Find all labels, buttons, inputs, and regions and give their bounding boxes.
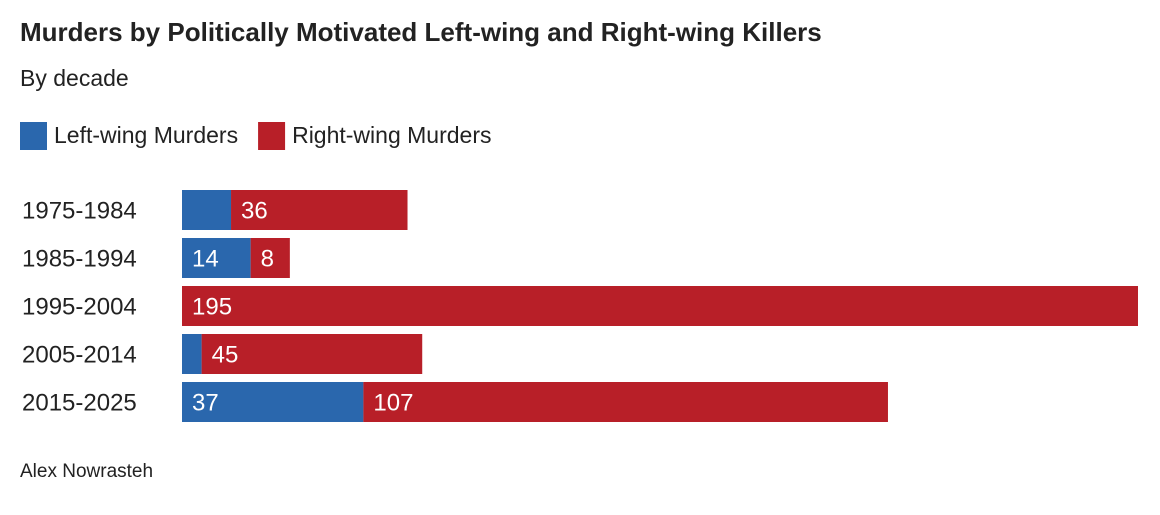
value-label: 195	[192, 293, 232, 320]
chart-subtitle: By decade	[20, 65, 129, 91]
legend-label: Left-wing Murders	[54, 122, 238, 148]
category-label: 2015-2025	[22, 389, 137, 416]
bar-segment	[363, 382, 888, 422]
legend-swatch	[258, 122, 286, 150]
bar-segment	[182, 382, 364, 422]
bar-segment	[201, 334, 423, 374]
legend-swatch	[20, 122, 47, 150]
bar-segment	[182, 286, 1138, 326]
value-label: 107	[373, 389, 413, 416]
category-label: 1995-2004	[22, 293, 137, 320]
bar-segment	[182, 334, 202, 374]
value-label: 8	[261, 245, 274, 272]
bar-segment	[231, 190, 408, 230]
chart-title: Murders by Politically Motivated Left-wi…	[20, 17, 822, 47]
bar-segment	[182, 238, 251, 278]
legend-label: Right-wing Murders	[292, 122, 491, 148]
value-label: 14	[192, 245, 219, 272]
source: Alex Nowrasteh	[20, 461, 153, 482]
category-label: 2005-2014	[22, 341, 137, 368]
value-label: 45	[212, 341, 239, 368]
category-label: 1975-1984	[22, 197, 137, 224]
bar-segment	[182, 190, 232, 230]
value-label: 36	[241, 197, 268, 224]
value-label: 37	[192, 389, 219, 416]
category-label: 1985-1994	[22, 245, 137, 272]
bar-segment	[250, 238, 290, 278]
